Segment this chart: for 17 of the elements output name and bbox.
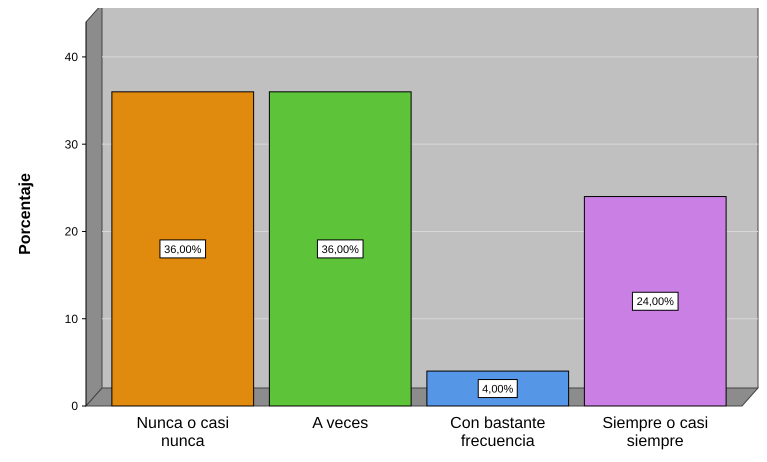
data-label: 4,00% xyxy=(482,383,514,396)
x-tick-label: Siempre o casi siempre xyxy=(602,415,708,450)
data-label: 36,00% xyxy=(322,244,360,256)
data-label: 36,00% xyxy=(164,244,202,256)
bar xyxy=(268,91,412,406)
x-tick-label: A veces xyxy=(312,415,368,432)
y-tick-label: 30 xyxy=(64,137,78,152)
bar xyxy=(111,91,254,406)
x-tick-label: Nunca o casi nunca xyxy=(136,415,229,450)
data-label: 24,00% xyxy=(636,296,674,308)
bar xyxy=(584,196,727,406)
y-tick-label: 20 xyxy=(64,224,78,239)
y-tick-label: 40 xyxy=(64,50,78,64)
y-tick-label: 10 xyxy=(64,312,78,326)
y-tick-label: 0 xyxy=(71,399,78,414)
y-axis-title: Porcentaje xyxy=(17,172,34,255)
x-tick-label: Con bastante frecuencia xyxy=(450,415,546,450)
